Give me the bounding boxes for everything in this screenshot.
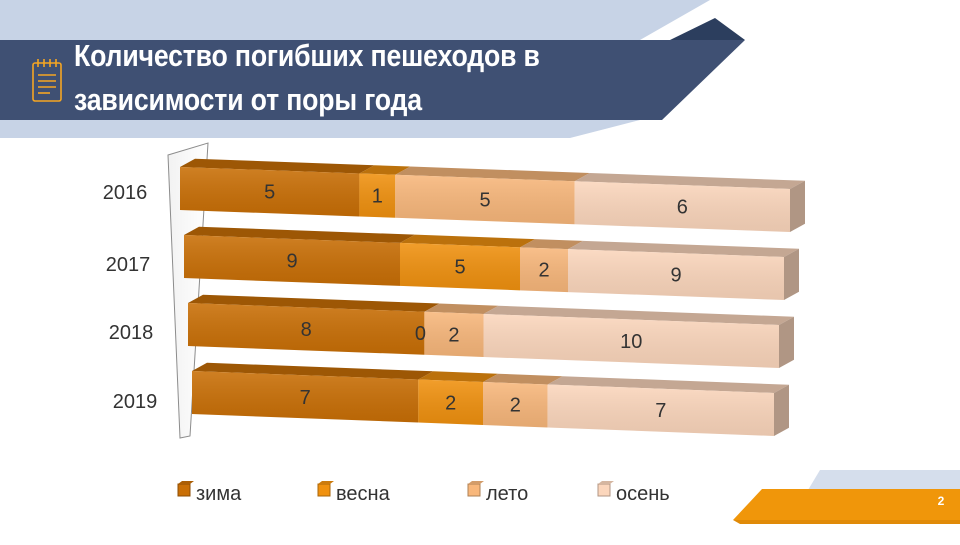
bar-top-осень-2019 — [547, 376, 789, 393]
bar-top-зима-2018 — [188, 294, 440, 312]
bar-top-зима-2017 — [184, 226, 415, 243]
bar-shade-зима-2019 — [192, 371, 419, 423]
bar-shade-осень-2018 — [483, 314, 779, 368]
value-label-весна-2016: 1 — [372, 186, 383, 208]
bar-shade-зима-2016 — [180, 167, 360, 217]
bar-shade-осень-2019 — [547, 384, 774, 436]
bar-top-лето-2017 — [520, 239, 583, 250]
bar-top-весна-2017 — [400, 234, 535, 248]
chart-back-wall — [167, 142, 209, 439]
year-label-2019: 2019 — [113, 391, 158, 413]
page-number: 2 — [937, 494, 945, 508]
legend-swatch-top-зима — [178, 481, 194, 484]
bar-shade-осень-2016 — [574, 181, 790, 232]
value-label-осень-2019: 7 — [655, 400, 666, 422]
legend-swatch-осень — [597, 483, 611, 497]
bar-row-2017: 9 5 2 9 — [184, 226, 799, 300]
legend-swatch-лето — [467, 483, 481, 497]
year-label-2018: 2018 — [109, 322, 154, 344]
bar-row-2019: 7 2 2 7 — [192, 362, 789, 436]
bar-row-2016: 5 1 5 6 — [180, 158, 805, 232]
bar-end-cap-2019 — [774, 384, 789, 436]
year-label-2016: 2016 — [103, 182, 148, 204]
value-label-лето-2019: 2 — [510, 395, 521, 417]
bar-top-осень-2018 — [483, 305, 794, 325]
legend-swatch-зима — [177, 483, 191, 497]
legend-label-зима: зима — [196, 483, 242, 505]
bar-shade-весна-2019 — [418, 379, 483, 425]
legend-label-весна: весна — [336, 483, 391, 505]
slide-title: Количество погибших пешеходов в зависимо… — [74, 38, 540, 117]
value-label-осень-2017: 9 — [670, 265, 681, 287]
bar-shade-лето-2019 — [483, 382, 548, 428]
bar-top-весна-2016 — [359, 165, 411, 175]
header-navy-bar — [0, 40, 745, 120]
bar-top-зима-2019 — [192, 362, 434, 380]
value-label-зима-2019: 7 — [300, 387, 311, 409]
value-label-лето-2018: 2 — [448, 324, 459, 346]
bar-shade-весна-2016 — [359, 173, 396, 218]
bar-top-лето-2019 — [483, 373, 563, 385]
value-label-лето-2016: 5 — [479, 190, 490, 212]
value-label-зима-2016: 5 — [264, 182, 275, 204]
bar-end-cap-2017 — [784, 248, 799, 300]
bar-top-лето-2018 — [424, 303, 499, 314]
bar-top-осень-2017 — [568, 240, 799, 257]
header-dark-triangle — [670, 18, 745, 40]
legend-swatch-top-осень — [598, 481, 614, 484]
bar-top-весна-2019 — [418, 371, 498, 382]
bar-top-осень-2016 — [574, 172, 805, 189]
legend-swatch-top-весна — [318, 481, 334, 484]
legend-swatch-top-лето — [468, 481, 484, 484]
value-label-весна-2019: 2 — [445, 392, 456, 414]
bar-end-cap-2016 — [790, 180, 805, 232]
header-top-light-band — [0, 0, 710, 40]
bar-shade-лето-2018 — [424, 311, 484, 357]
bar-top-лето-2016 — [395, 166, 590, 182]
value-label-осень-2018: 10 — [620, 331, 642, 353]
value-label-зима-2017: 9 — [286, 250, 297, 272]
legend-label-осень: осень — [616, 483, 670, 505]
notepad-icon — [32, 59, 62, 102]
bar-top-зима-2016 — [180, 158, 375, 174]
bar-shade-зима-2018 — [188, 303, 425, 355]
value-label-весна-2018: 0 — [415, 323, 426, 345]
bar-shade-зима-2017 — [184, 235, 400, 286]
bar-shade-осень-2017 — [568, 249, 784, 300]
value-label-осень-2016: 6 — [677, 197, 688, 219]
value-label-зима-2018: 8 — [301, 319, 312, 341]
year-label-2017: 2017 — [106, 254, 151, 276]
footer-orange-shadow — [733, 520, 960, 524]
bar-row-2018: 8 0 2 10 — [188, 294, 794, 368]
bar-shade-весна-2017 — [400, 242, 520, 291]
header-bottom-light-band — [0, 120, 640, 138]
value-label-весна-2017: 5 — [454, 257, 465, 279]
bar-shade-лето-2017 — [520, 247, 568, 293]
bar-end-cap-2018 — [779, 316, 794, 368]
legend-label-лето: лето — [486, 483, 528, 505]
value-label-лето-2017: 2 — [538, 260, 549, 282]
bar-shade-лето-2016 — [395, 174, 575, 225]
footer-orange-bar — [733, 489, 960, 520]
legend-swatch-весна — [317, 483, 331, 497]
